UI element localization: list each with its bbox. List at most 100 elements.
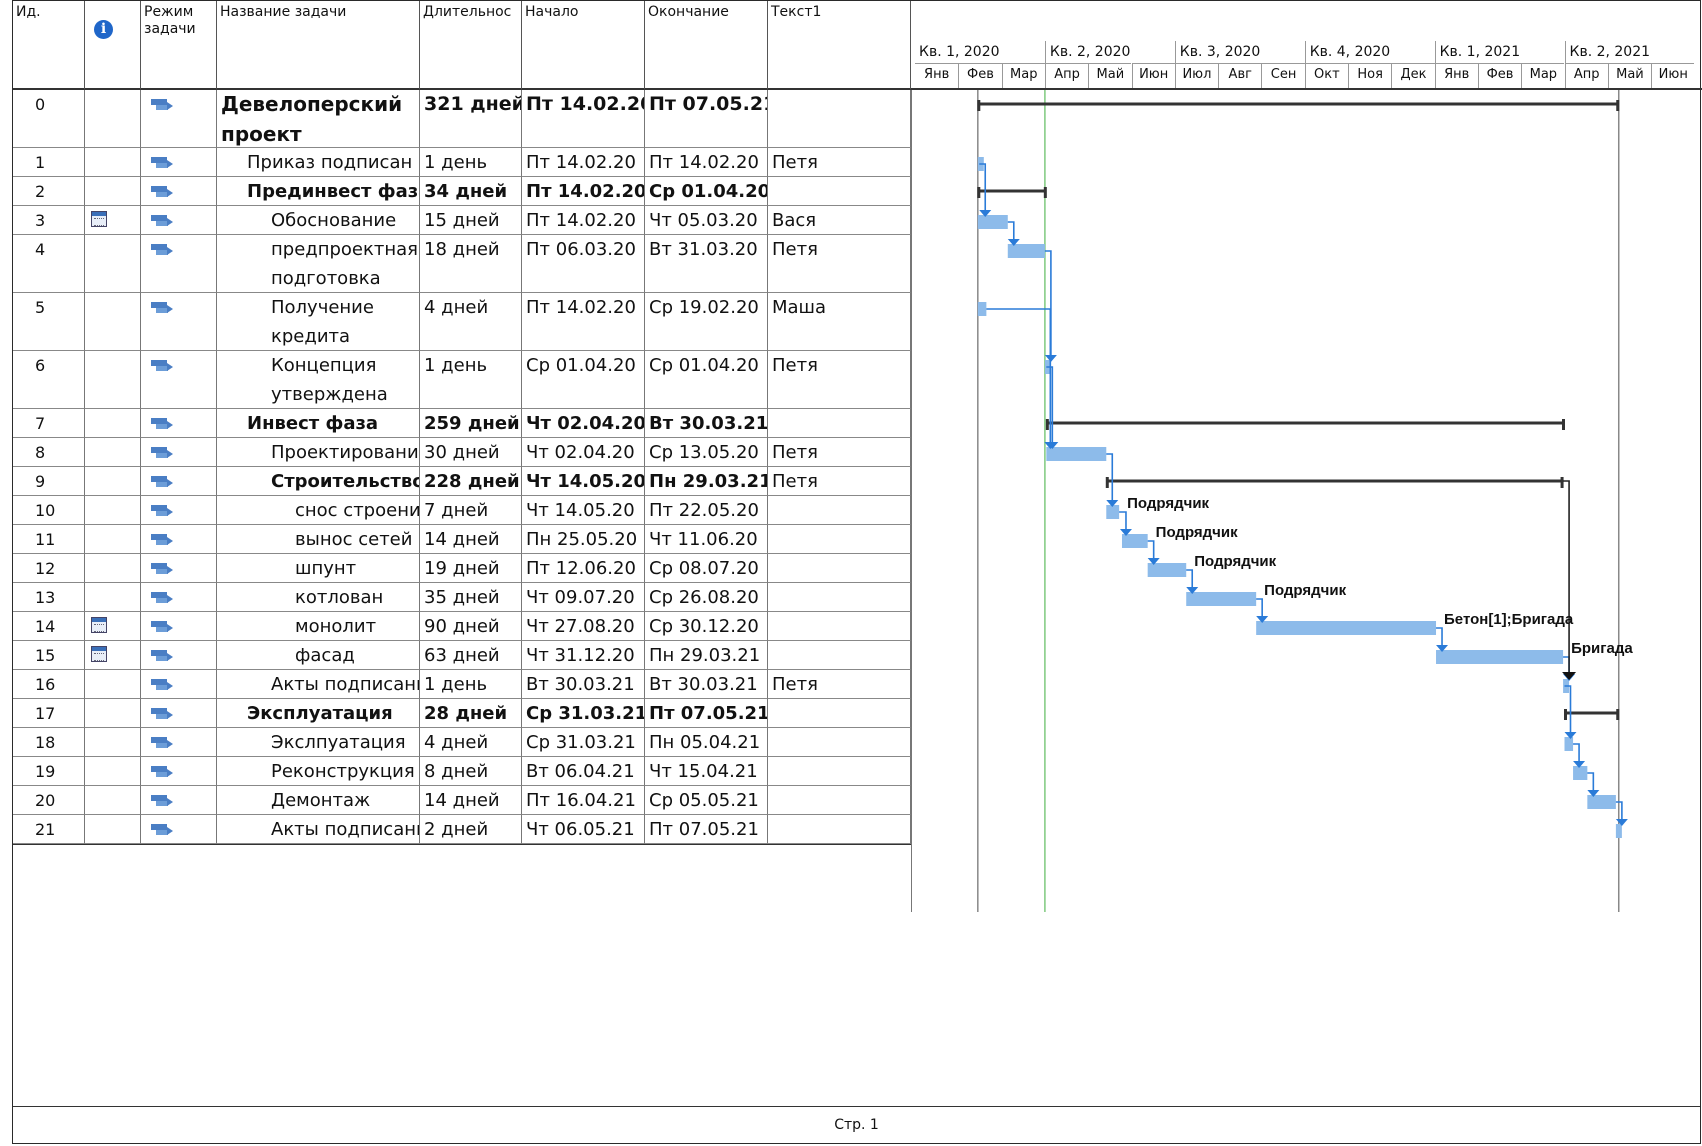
task-row[interactable]: 6 Концепция утверждена 1 день Ср 01.04.20 Ср…: [13, 351, 911, 409]
cell-duration[interactable]: 28 дней: [420, 699, 522, 728]
cell-text1[interactable]: Петя: [768, 148, 911, 177]
cell-start[interactable]: Пт 14.02.20: [522, 90, 645, 148]
cell-duration[interactable]: 4 дней: [420, 293, 522, 351]
cell-duration[interactable]: 7 дней: [420, 496, 522, 525]
cell-start[interactable]: Чт 02.04.20: [522, 438, 645, 467]
task-row[interactable]: 10 снос строени 7 дней Чт 14.05.20 Пт 22.05.…: [13, 496, 911, 525]
cell-id[interactable]: 5: [13, 293, 85, 351]
cell-duration[interactable]: 30 дней: [420, 438, 522, 467]
cell-text1[interactable]: Маша: [768, 293, 911, 351]
cell-start[interactable]: Пт 14.02.20: [522, 177, 645, 206]
cell-finish[interactable]: Пн 29.03.21: [645, 467, 768, 496]
cell-finish[interactable]: Ср 05.05.21: [645, 786, 768, 815]
task-row[interactable]: 11 вынос сетей 14 дней Пн 25.05.20 Чт 11.06.…: [13, 525, 911, 554]
cell-id[interactable]: 13: [13, 583, 85, 612]
cell-text1[interactable]: [768, 90, 911, 148]
cell-finish[interactable]: Ср 01.04.20: [645, 177, 768, 206]
task-row[interactable]: 19 Реконструкция 8 дней Вт 06.04.21 Чт 15.04…: [13, 757, 911, 786]
cell-id[interactable]: 7: [13, 409, 85, 438]
cell-name[interactable]: шпунт: [217, 554, 420, 583]
cell-name[interactable]: Инвест фаза: [217, 409, 420, 438]
cell-finish[interactable]: Чт 15.04.21: [645, 757, 768, 786]
task-row[interactable]: 21 Акты подписаны 2 дней Чт 06.05.21 Пт 07.0…: [13, 815, 911, 844]
cell-name[interactable]: Демонтаж: [217, 786, 420, 815]
column-header-mode[interactable]: Режим задачи: [141, 1, 217, 90]
cell-start[interactable]: Чт 06.05.21: [522, 815, 645, 844]
cell-finish[interactable]: Вт 31.03.20: [645, 235, 768, 293]
cell-start[interactable]: Пт 14.02.20: [522, 148, 645, 177]
cell-id[interactable]: 21: [13, 815, 85, 844]
cell-id[interactable]: 15: [13, 641, 85, 670]
cell-text1[interactable]: Петя: [768, 351, 911, 409]
task-row[interactable]: 3 Обоснование 15 дней Пт 14.02.20 Чт 05.03.2…: [13, 206, 911, 235]
cell-start[interactable]: Пт 12.06.20: [522, 554, 645, 583]
cell-text1[interactable]: [768, 728, 911, 757]
cell-duration[interactable]: 15 дней: [420, 206, 522, 235]
task-row[interactable]: 4 предпроектная подготовка 18 дней Пт 06.03…: [13, 235, 911, 293]
cell-text1[interactable]: [768, 612, 911, 641]
cell-finish[interactable]: Ср 26.08.20: [645, 583, 768, 612]
cell-duration[interactable]: 1 день: [420, 148, 522, 177]
cell-id[interactable]: 1: [13, 148, 85, 177]
cell-duration[interactable]: 4 дней: [420, 728, 522, 757]
task-row[interactable]: 9 Строительство 228 дней Чт 14.05.20 Пн 29.0…: [13, 467, 911, 496]
cell-text1[interactable]: [768, 583, 911, 612]
column-header-start[interactable]: Начало: [522, 1, 645, 90]
task-row[interactable]: 18 Экслпуатация 4 дней Ср 31.03.21 Пн 05.04.…: [13, 728, 911, 757]
cell-name[interactable]: предпроектная подготовка: [217, 235, 420, 293]
cell-name[interactable]: Девелоперский проект: [217, 90, 420, 148]
column-header-text1[interactable]: Текст1: [768, 1, 911, 90]
cell-finish[interactable]: Чт 11.06.20: [645, 525, 768, 554]
cell-text1[interactable]: [768, 757, 911, 786]
column-header-name[interactable]: Название задачи: [217, 1, 420, 90]
cell-id[interactable]: 2: [13, 177, 85, 206]
cell-name[interactable]: снос строени: [217, 496, 420, 525]
cell-text1[interactable]: Петя: [768, 467, 911, 496]
cell-name[interactable]: Акты подписаны: [217, 670, 420, 699]
cell-start[interactable]: Пн 25.05.20: [522, 525, 645, 554]
cell-start[interactable]: Чт 14.05.20: [522, 496, 645, 525]
cell-duration[interactable]: 14 дней: [420, 525, 522, 554]
cell-id[interactable]: 11: [13, 525, 85, 554]
cell-text1[interactable]: [768, 641, 911, 670]
cell-finish[interactable]: Ср 08.07.20: [645, 554, 768, 583]
cell-start[interactable]: Чт 14.05.20: [522, 467, 645, 496]
cell-text1[interactable]: Петя: [768, 235, 911, 293]
cell-duration[interactable]: 259 дней: [420, 409, 522, 438]
cell-start[interactable]: Вт 06.04.21: [522, 757, 645, 786]
cell-start[interactable]: Вт 30.03.21: [522, 670, 645, 699]
cell-name[interactable]: Акты подписаны: [217, 815, 420, 844]
task-row[interactable]: 8 Проектировани 30 дней Чт 02.04.20 Ср 13.05…: [13, 438, 911, 467]
cell-start[interactable]: Ср 31.03.21: [522, 728, 645, 757]
cell-start[interactable]: Чт 02.04.20: [522, 409, 645, 438]
cell-text1[interactable]: Петя: [768, 670, 911, 699]
cell-finish[interactable]: Вт 30.03.21: [645, 409, 768, 438]
column-header-id[interactable]: Ид.: [13, 1, 85, 90]
cell-name[interactable]: Получение кредита: [217, 293, 420, 351]
cell-name[interactable]: Концепция утверждена: [217, 351, 420, 409]
cell-start[interactable]: Чт 31.12.20: [522, 641, 645, 670]
task-row[interactable]: 14 монолит 90 дней Чт 27.08.20 Ср 30.12.20: [13, 612, 911, 641]
cell-start[interactable]: Ср 31.03.21: [522, 699, 645, 728]
task-row[interactable]: 2 Прединвест фаза 34 дней Пт 14.02.20 Ср 01.…: [13, 177, 911, 206]
task-row[interactable]: 12 шпунт 19 дней Пт 12.06.20 Ср 08.07.20: [13, 554, 911, 583]
task-row[interactable]: 5 Получение кредита 4 дней Пт 14.02.20 Ср 19…: [13, 293, 911, 351]
cell-start[interactable]: Пт 14.02.20: [522, 206, 645, 235]
cell-name[interactable]: Экслпуатация: [217, 728, 420, 757]
cell-finish[interactable]: Пт 14.02.20: [645, 148, 768, 177]
cell-id[interactable]: 0: [13, 90, 85, 148]
cell-name[interactable]: Прединвест фаза: [217, 177, 420, 206]
cell-id[interactable]: 8: [13, 438, 85, 467]
task-row[interactable]: 1 Приказ подписан 1 день Пт 14.02.20 Пт 14.0…: [13, 148, 911, 177]
cell-start[interactable]: Пт 06.03.20: [522, 235, 645, 293]
cell-id[interactable]: 20: [13, 786, 85, 815]
cell-id[interactable]: 3: [13, 206, 85, 235]
cell-duration[interactable]: 35 дней: [420, 583, 522, 612]
cell-finish[interactable]: Ср 30.12.20: [645, 612, 768, 641]
cell-text1[interactable]: [768, 554, 911, 583]
cell-finish[interactable]: Вт 30.03.21: [645, 670, 768, 699]
column-header-duration[interactable]: Длительнос: [420, 1, 522, 90]
cell-duration[interactable]: 63 дней: [420, 641, 522, 670]
cell-id[interactable]: 6: [13, 351, 85, 409]
cell-id[interactable]: 10: [13, 496, 85, 525]
